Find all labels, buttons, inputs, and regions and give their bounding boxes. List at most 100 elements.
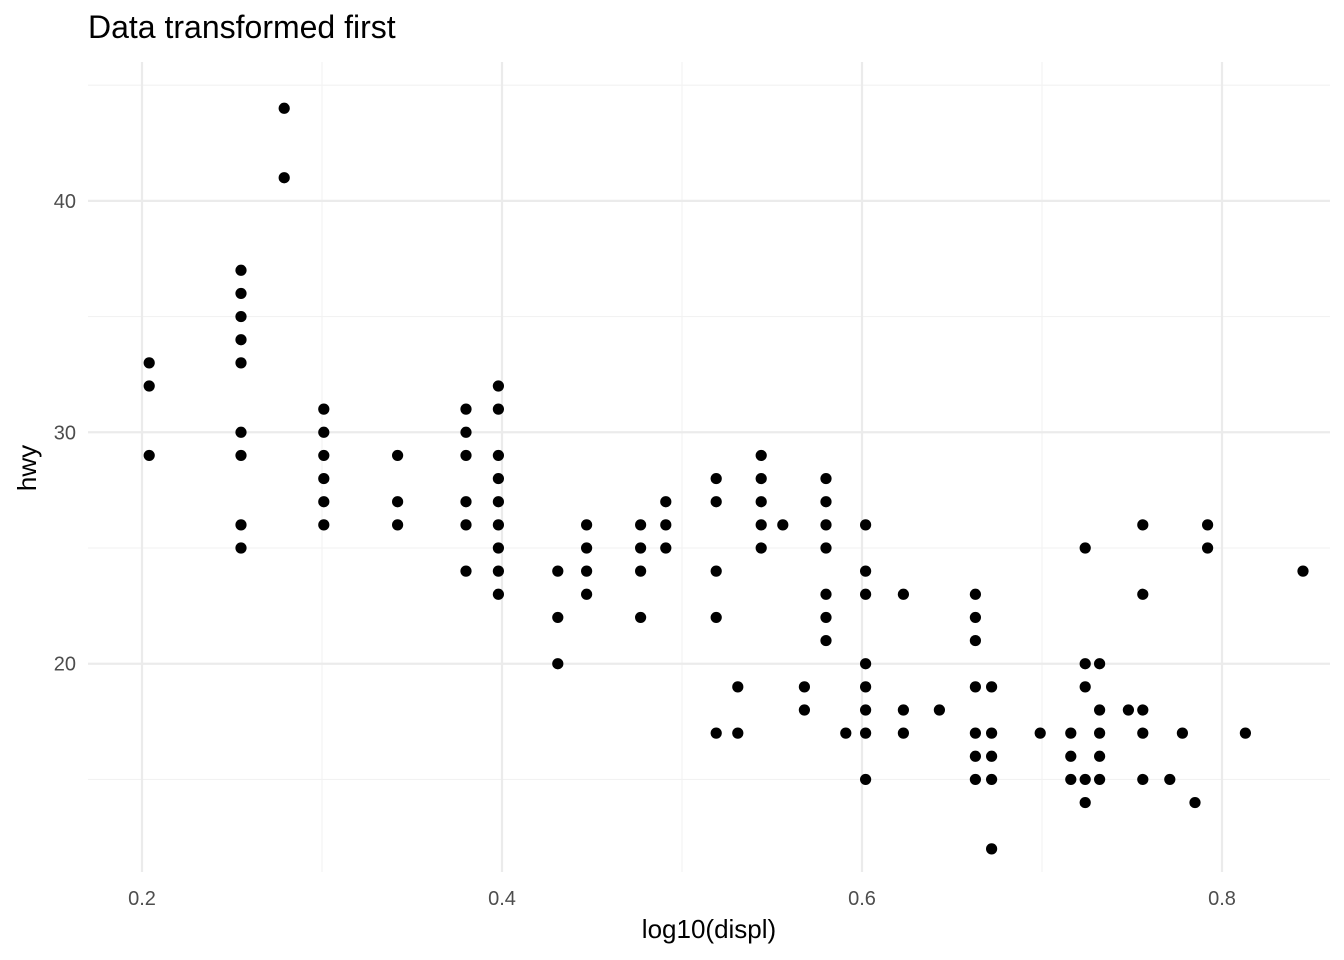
data-point bbox=[581, 588, 593, 600]
data-point bbox=[460, 449, 472, 462]
data-point bbox=[492, 403, 504, 415]
data-point bbox=[318, 519, 330, 531]
data-point bbox=[986, 681, 998, 693]
data-point bbox=[318, 496, 330, 508]
data-point bbox=[897, 588, 910, 600]
data-point bbox=[1094, 773, 1106, 786]
data-point bbox=[143, 449, 155, 462]
data-point bbox=[235, 264, 247, 276]
data-point bbox=[820, 634, 832, 647]
data-point bbox=[732, 727, 744, 739]
data-point bbox=[635, 519, 647, 531]
data-point bbox=[969, 727, 982, 739]
data-point bbox=[235, 287, 247, 300]
data-point bbox=[755, 542, 767, 554]
data-point bbox=[581, 565, 593, 577]
data-point bbox=[660, 496, 672, 508]
data-point bbox=[820, 519, 832, 531]
data-point bbox=[1079, 542, 1091, 554]
data-point bbox=[1079, 658, 1091, 670]
data-point bbox=[1137, 704, 1149, 716]
data-point bbox=[492, 565, 504, 577]
data-point bbox=[318, 403, 330, 415]
data-point bbox=[1094, 727, 1106, 739]
chart-title: Data transformed first bbox=[88, 9, 396, 45]
data-point bbox=[897, 704, 910, 716]
data-point bbox=[460, 403, 472, 415]
data-point bbox=[860, 658, 872, 670]
data-point bbox=[1079, 796, 1091, 809]
data-point bbox=[460, 496, 472, 508]
data-point bbox=[318, 449, 330, 462]
data-point bbox=[969, 588, 982, 600]
data-point bbox=[840, 727, 852, 739]
data-point bbox=[710, 472, 722, 485]
data-point bbox=[460, 519, 472, 531]
data-point bbox=[969, 634, 982, 647]
data-point bbox=[1079, 681, 1091, 693]
data-point bbox=[1239, 727, 1251, 739]
data-point bbox=[755, 496, 767, 508]
data-point bbox=[492, 472, 504, 485]
data-point bbox=[635, 542, 647, 554]
data-point bbox=[755, 519, 767, 531]
data-point bbox=[860, 704, 872, 716]
data-point bbox=[1297, 565, 1309, 577]
data-point bbox=[581, 542, 593, 554]
data-point bbox=[860, 519, 872, 531]
data-point bbox=[969, 750, 982, 762]
data-point bbox=[143, 357, 155, 369]
data-point bbox=[318, 472, 330, 485]
data-point bbox=[392, 496, 404, 508]
data-point bbox=[660, 519, 672, 531]
data-point bbox=[710, 496, 722, 508]
data-point bbox=[777, 519, 789, 531]
data-point bbox=[235, 334, 247, 346]
data-point bbox=[1164, 773, 1176, 786]
data-point bbox=[1094, 750, 1106, 762]
grid bbox=[88, 62, 1330, 872]
data-points bbox=[143, 102, 1309, 855]
data-point bbox=[318, 426, 330, 438]
data-point bbox=[552, 565, 564, 577]
data-point bbox=[820, 611, 832, 624]
data-point bbox=[897, 727, 910, 739]
data-point bbox=[1176, 727, 1188, 739]
data-point bbox=[235, 357, 247, 369]
data-point bbox=[635, 565, 647, 577]
data-point bbox=[860, 727, 872, 739]
data-point bbox=[392, 449, 404, 462]
data-point bbox=[933, 704, 946, 716]
data-point bbox=[969, 773, 982, 786]
data-point bbox=[492, 588, 504, 600]
data-point bbox=[1122, 704, 1134, 716]
data-point bbox=[820, 542, 832, 554]
y-tick-label: 20 bbox=[54, 654, 76, 676]
data-point bbox=[278, 172, 290, 184]
data-point bbox=[710, 611, 722, 624]
data-point bbox=[460, 426, 472, 438]
data-point bbox=[392, 519, 404, 531]
data-point bbox=[1094, 658, 1106, 670]
data-point bbox=[492, 542, 504, 554]
data-point bbox=[969, 681, 982, 693]
x-tick-label: 0.8 bbox=[1208, 888, 1236, 910]
data-point bbox=[986, 750, 998, 762]
y-axis-title: hwy bbox=[12, 445, 42, 491]
data-point bbox=[1202, 542, 1214, 554]
data-point bbox=[820, 472, 832, 485]
data-point bbox=[660, 542, 672, 554]
data-point bbox=[986, 727, 998, 739]
data-point bbox=[460, 565, 472, 577]
data-point bbox=[492, 496, 504, 508]
data-point bbox=[492, 449, 504, 462]
data-point bbox=[860, 773, 872, 786]
data-point bbox=[1065, 750, 1077, 762]
data-point bbox=[710, 727, 722, 739]
data-point bbox=[1094, 704, 1106, 716]
data-point bbox=[1065, 773, 1077, 786]
data-point bbox=[820, 496, 832, 508]
data-point bbox=[635, 611, 647, 624]
x-tick-label: 0.6 bbox=[848, 888, 876, 910]
